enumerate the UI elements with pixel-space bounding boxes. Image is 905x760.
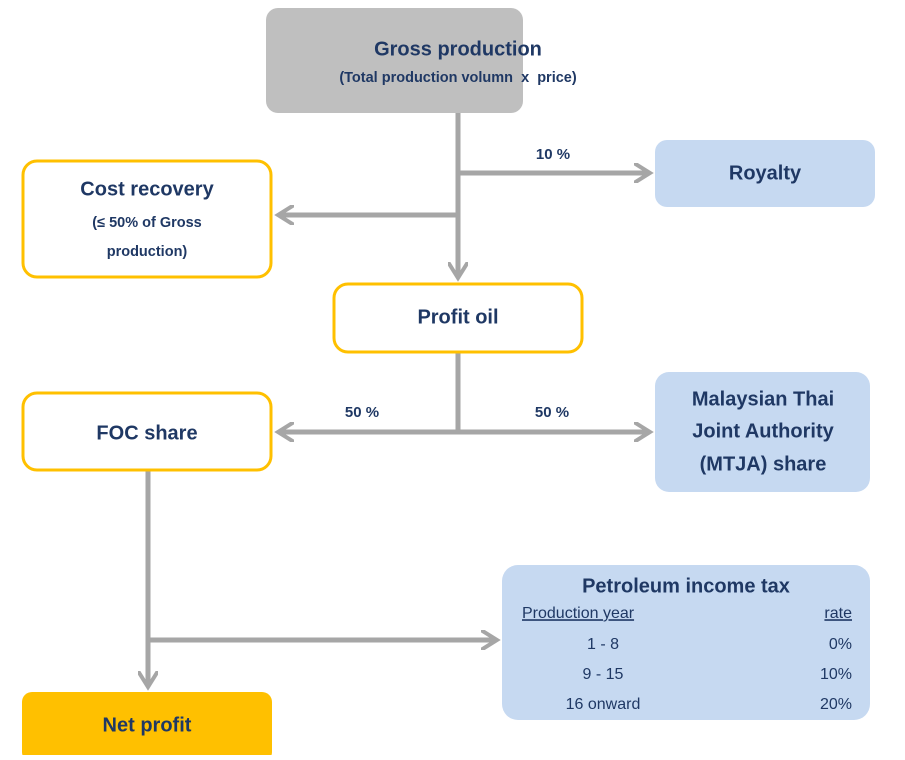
tax-box bbox=[502, 565, 870, 720]
gross-production-subtitle: (Total production volumn x price) bbox=[339, 70, 577, 86]
royalty-share: 10 % bbox=[536, 146, 570, 163]
mtja-share-percent: 50 % bbox=[535, 404, 569, 421]
cost-recovery-line: production) bbox=[107, 244, 188, 260]
gross-production-title: Gross production bbox=[374, 38, 542, 60]
tax-header-year: Production year bbox=[522, 605, 635, 622]
cost-recovery-box bbox=[21, 159, 273, 279]
foc-share-percent: 50 % bbox=[345, 404, 379, 421]
foc-share-label: FOC share bbox=[96, 422, 197, 444]
tax-rate: 0% bbox=[829, 636, 852, 653]
tax-year: 16 onward bbox=[566, 696, 641, 713]
mtja-line: (MTJA) share bbox=[700, 453, 827, 475]
mtja-line: Malaysian Thai bbox=[692, 388, 834, 410]
royalty-label: Royalty bbox=[729, 162, 802, 184]
tax-year: 9 - 15 bbox=[583, 666, 624, 683]
cost-recovery-line: (≤ 50% of Gross bbox=[92, 215, 202, 231]
tax-year: 1 - 8 bbox=[587, 636, 619, 653]
tax-table: Production year rate 1 - 8 0% 9 - 15 10% 16 on… bbox=[522, 605, 852, 713]
tax-rate: 20% bbox=[820, 696, 852, 713]
mtja-box bbox=[655, 372, 870, 492]
profit-oil-box bbox=[332, 282, 584, 354]
tax-title: Petroleum income tax bbox=[582, 575, 790, 597]
tax-header-rate: rate bbox=[824, 605, 852, 622]
net-profit-box bbox=[22, 692, 272, 760]
mtja-line: Joint Authority bbox=[692, 420, 834, 442]
foc-share-box bbox=[21, 391, 273, 472]
tax-rate: 10% bbox=[820, 666, 852, 683]
net-profit-label: Net profit bbox=[103, 714, 192, 736]
cost-recovery-title: Cost recovery bbox=[80, 178, 214, 200]
royalty-box bbox=[655, 140, 875, 207]
gross-production-box bbox=[266, 8, 523, 113]
profit-oil-label: Profit oil bbox=[417, 306, 498, 328]
